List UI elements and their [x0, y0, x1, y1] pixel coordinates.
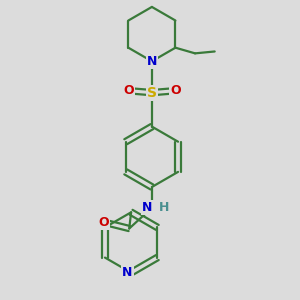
Text: S: S — [147, 85, 157, 100]
Text: O: O — [170, 84, 181, 97]
Text: N: N — [147, 55, 157, 68]
Text: H: H — [159, 201, 169, 214]
Text: N: N — [142, 201, 152, 214]
Text: O: O — [123, 84, 134, 97]
Text: O: O — [98, 216, 109, 230]
Text: N: N — [122, 266, 133, 279]
